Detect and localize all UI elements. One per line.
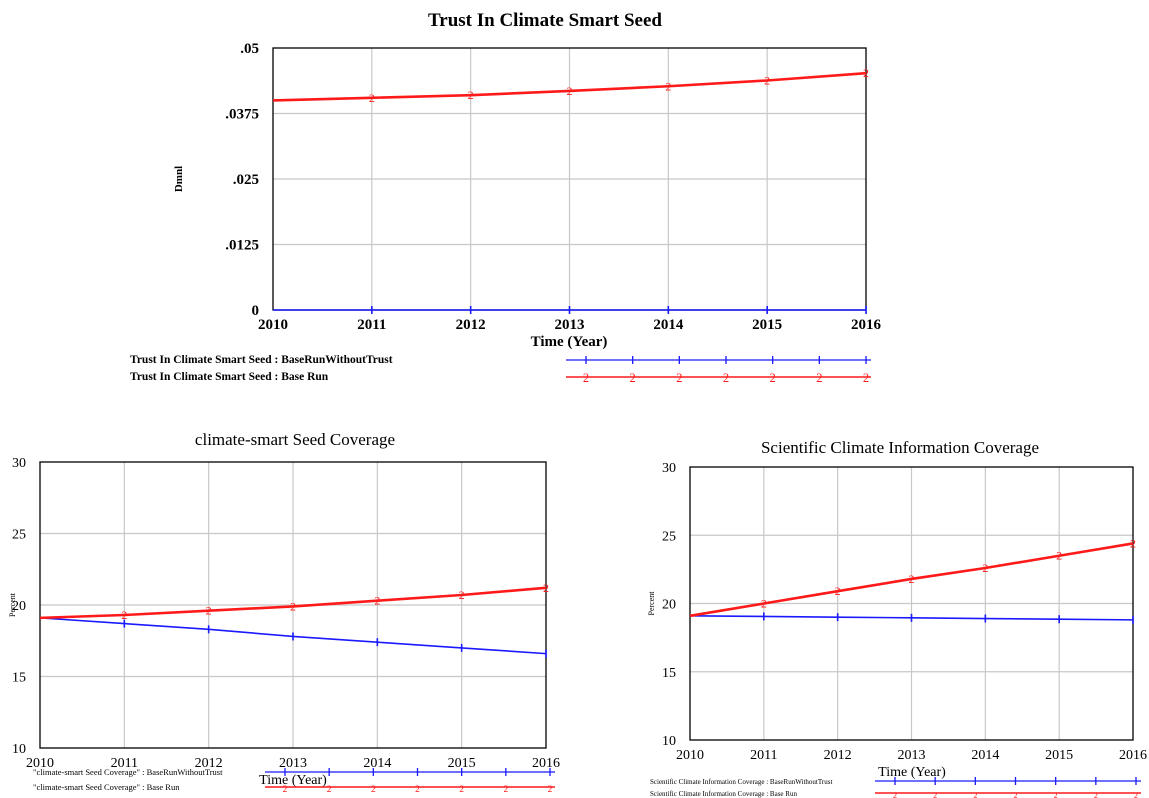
x-tick-label: 2011 bbox=[111, 756, 138, 771]
x-tick-label: 2014 bbox=[653, 317, 684, 333]
y-tick-label: 20 bbox=[12, 599, 26, 614]
series-line-2 bbox=[272, 71, 867, 102]
data-point-series-2: 2 bbox=[982, 561, 988, 575]
legend-marker-2: 2 bbox=[933, 791, 937, 798]
plot-frame bbox=[39, 461, 547, 749]
legend-marker-2: 2 bbox=[723, 371, 729, 385]
legend-marker-2: 2 bbox=[973, 791, 977, 798]
x-tick-label: 2011 bbox=[357, 317, 386, 333]
data-point-series-2: 2 bbox=[468, 88, 474, 102]
x-tick-label: 2013 bbox=[898, 748, 926, 763]
x-tick-label: 2010 bbox=[258, 317, 288, 333]
legend-entry-2: "climate-smart Seed Coverage" : Base Run bbox=[33, 782, 180, 792]
legend-marker-2: 2 bbox=[371, 785, 376, 795]
data-point-series-2: 2 bbox=[206, 604, 212, 618]
data-point-series-2: 2 bbox=[543, 581, 549, 595]
data-point-series-2: 2 bbox=[761, 597, 767, 611]
legend-entry-1: Trust In Climate Smart Seed : BaseRunWit… bbox=[130, 354, 393, 366]
data-point-series-2: 2 bbox=[369, 91, 375, 105]
y-axis-label: Dmnl bbox=[173, 166, 185, 192]
chart-seed: climate-smart Seed Coverage 10 15 20 25 30 201… bbox=[8, 430, 560, 795]
y-tick-label: 20 bbox=[662, 598, 676, 613]
y-tick-label: 0 bbox=[252, 303, 260, 319]
x-tick-label: 2015 bbox=[752, 317, 782, 333]
x-tick-label: 2010 bbox=[676, 748, 704, 763]
data-point-series-2: 2 bbox=[764, 73, 770, 87]
y-axis-label: Percent bbox=[647, 591, 656, 616]
chart-trust: Trust In Climate Smart Seed 0 .0125 .025 .03… bbox=[130, 10, 882, 385]
legend-marker-2: 2 bbox=[1094, 791, 1098, 798]
data-point-series-2: 2 bbox=[374, 594, 380, 608]
x-tick-label: 2013 bbox=[555, 317, 585, 333]
y-tick-label: .0375 bbox=[225, 107, 259, 123]
legend-marker-2: 2 bbox=[459, 785, 464, 795]
legend-marker-2: 2 bbox=[583, 371, 589, 385]
x-tick-label: 2014 bbox=[971, 748, 999, 763]
x-tick-label: 2016 bbox=[532, 756, 560, 771]
legend-marker-2: 2 bbox=[1014, 791, 1018, 798]
x-tick-label: 2014 bbox=[363, 756, 391, 771]
legend-marker-2: 2 bbox=[415, 785, 420, 795]
y-tick-label: 30 bbox=[662, 461, 676, 476]
data-point-series-2: 2 bbox=[835, 584, 841, 598]
legend-entry-1: "climate-smart Seed Coverage" : BaseRunW… bbox=[33, 767, 223, 777]
plot-frame bbox=[689, 466, 1134, 741]
x-tick-label: 2015 bbox=[1045, 748, 1073, 763]
y-tick-label: .025 bbox=[233, 172, 259, 188]
data-point-series-2: 2 bbox=[1130, 536, 1136, 550]
x-tick-label: 2012 bbox=[195, 756, 223, 771]
y-tick-label: 25 bbox=[12, 528, 26, 543]
legend-marker-2: 2 bbox=[548, 785, 553, 795]
x-tick-label: 2012 bbox=[456, 317, 486, 333]
legend-marker-2: 2 bbox=[1054, 791, 1058, 798]
y-tick-label: 15 bbox=[12, 671, 26, 686]
x-axis-label: Time (Year) bbox=[259, 773, 327, 788]
legend-marker-2: 2 bbox=[630, 371, 636, 385]
legend-entry-2: Trust In Climate Smart Seed : Base Run bbox=[130, 371, 329, 383]
legend-marker-2: 2 bbox=[676, 371, 682, 385]
legend-marker-2: 2 bbox=[327, 785, 332, 795]
y-tick-label: .05 bbox=[240, 41, 259, 57]
y-tick-label: 30 bbox=[12, 456, 26, 471]
legend-marker-2: 2 bbox=[816, 371, 822, 385]
x-tick-label: 2013 bbox=[279, 756, 307, 771]
series-line-2 bbox=[39, 586, 547, 620]
legend-marker-2: 2 bbox=[893, 791, 897, 798]
data-point-series-2: 2 bbox=[863, 66, 869, 80]
data-point-series-2: 2 bbox=[567, 84, 573, 98]
y-tick-label: 25 bbox=[662, 529, 676, 544]
chart-title: Trust In Climate Smart Seed bbox=[428, 10, 662, 31]
legend-marker-2: 2 bbox=[283, 785, 288, 795]
x-axis-label: Time (Year) bbox=[531, 334, 608, 350]
data-point-series-2: 2 bbox=[665, 79, 671, 93]
x-tick-label: 2012 bbox=[824, 748, 852, 763]
y-tick-label: 15 bbox=[662, 666, 676, 681]
legend-marker-2: 2 bbox=[503, 785, 508, 795]
chart-title: climate-smart Seed Coverage bbox=[195, 430, 395, 449]
legend-marker-2: 2 bbox=[770, 371, 776, 385]
x-tick-label: 2011 bbox=[750, 748, 777, 763]
data-point-series-2: 2 bbox=[121, 608, 127, 622]
data-point-series-2: 2 bbox=[459, 588, 465, 602]
legend-marker-2: 2 bbox=[1134, 791, 1138, 798]
x-tick-label: 2010 bbox=[26, 756, 54, 771]
data-point-series-2: 2 bbox=[909, 572, 915, 586]
legend-entry-1: Scientific Climate Information Coverage … bbox=[650, 778, 832, 786]
y-tick-label: .0125 bbox=[225, 238, 259, 254]
x-axis-label: Time (Year) bbox=[878, 765, 946, 780]
x-tick-label: 2016 bbox=[851, 317, 882, 333]
data-point-series-2: 2 bbox=[290, 599, 296, 613]
x-tick-label: 2015 bbox=[448, 756, 476, 771]
y-tick-label: 10 bbox=[12, 742, 26, 757]
series-line-2 bbox=[689, 542, 1134, 618]
chart-title: Scientific Climate Information Coverage bbox=[761, 438, 1039, 457]
y-axis-label: Percent bbox=[8, 592, 17, 617]
y-tick-label: 10 bbox=[662, 734, 676, 749]
legend-entry-2: Scientific Climate Information Coverage … bbox=[650, 790, 797, 798]
chart-sci: Scientific Climate Information Coverage 1… bbox=[647, 438, 1147, 798]
data-point-series-2: 2 bbox=[1056, 549, 1062, 563]
legend-marker-2: 2 bbox=[863, 371, 869, 385]
x-tick-label: 2016 bbox=[1119, 748, 1147, 763]
